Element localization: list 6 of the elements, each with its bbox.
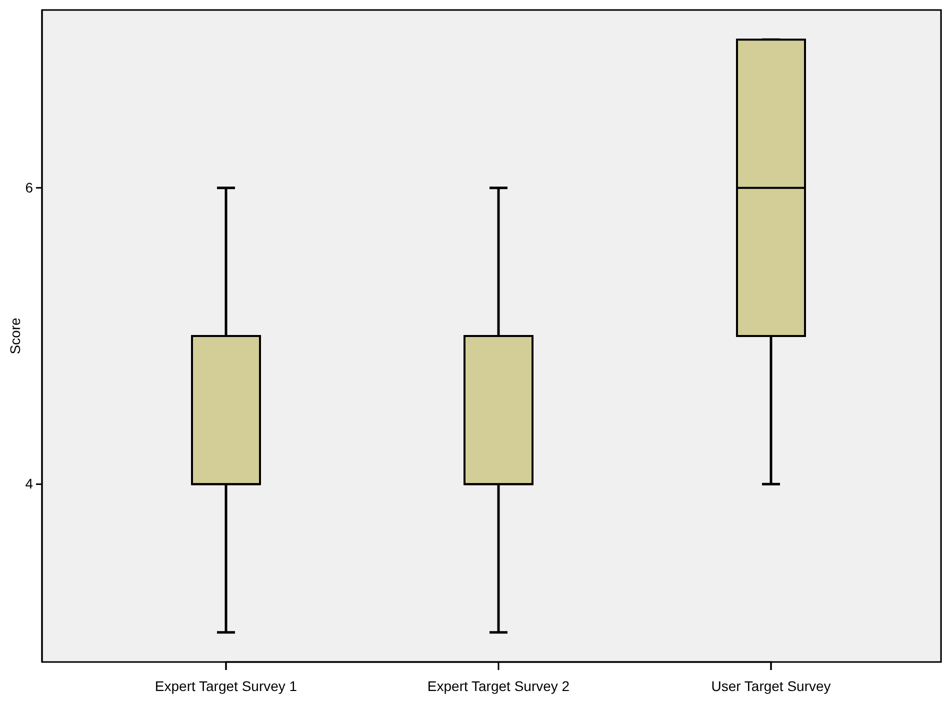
- y-axis-title: Score: [7, 318, 23, 354]
- y-tick-label: 4: [25, 476, 34, 492]
- x-tick-label: User Target Survey: [711, 678, 831, 694]
- x-tick-label: Expert Target Survey 1: [154, 678, 298, 694]
- x-tick-label: Expert Target Survey 2: [427, 678, 570, 694]
- y-tick-label: 6: [25, 179, 34, 196]
